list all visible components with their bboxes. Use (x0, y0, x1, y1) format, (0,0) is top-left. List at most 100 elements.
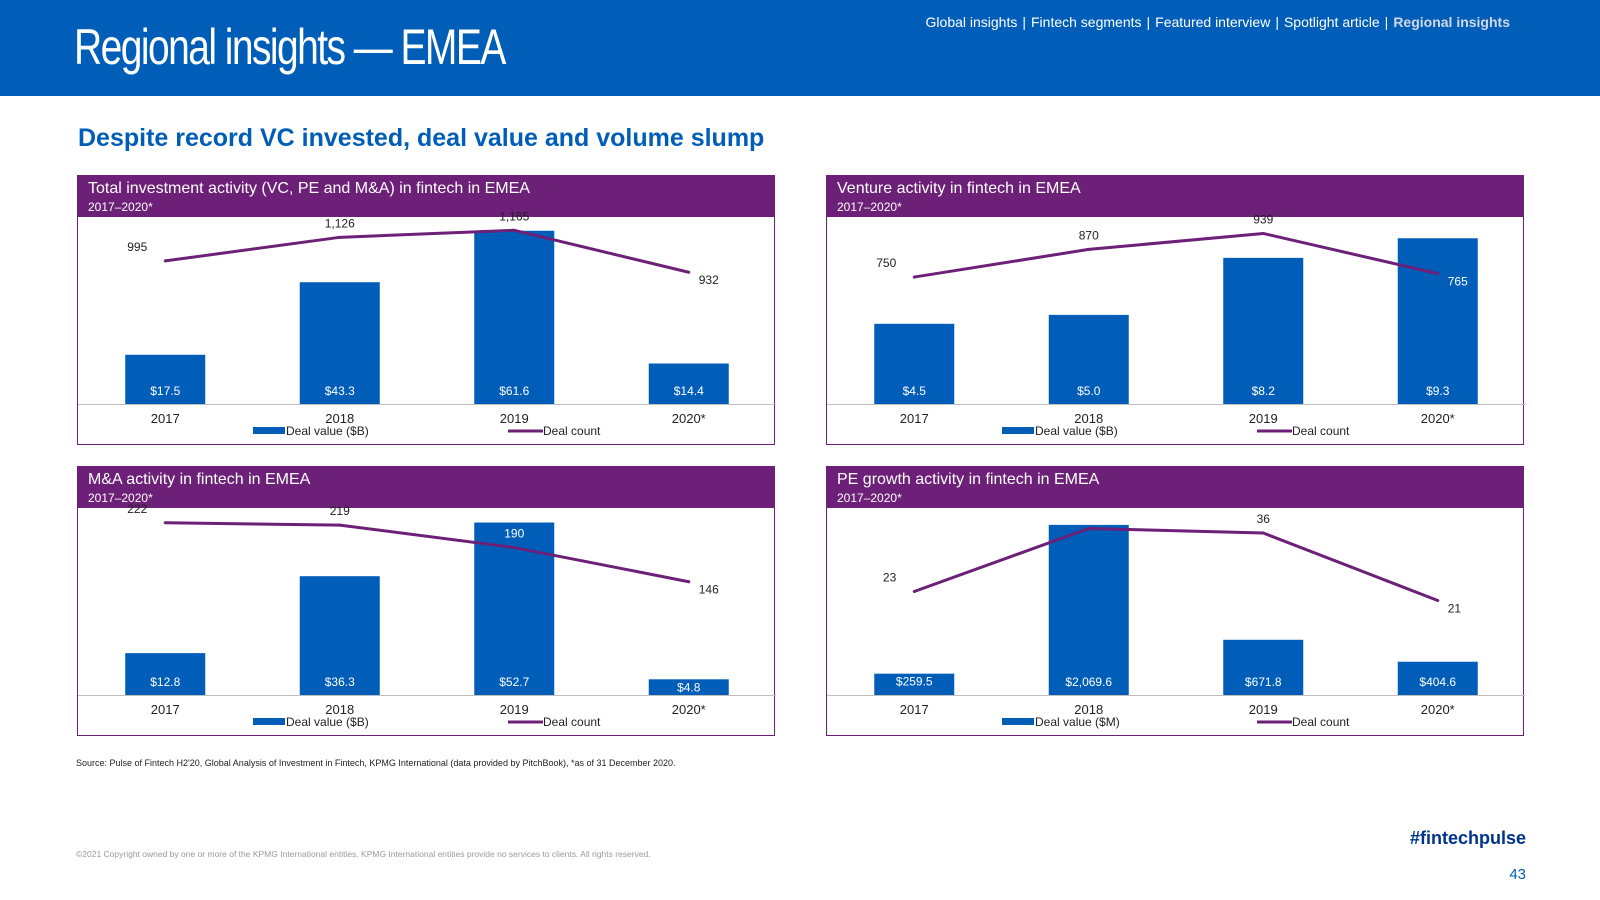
nav-link-global-insights[interactable]: Global insights (925, 14, 1018, 30)
deal-count-point (1436, 272, 1440, 276)
source-note: Source: Pulse of Fintech H2'20, Global A… (76, 758, 676, 768)
legend-label-deal-count: Deal count (543, 424, 601, 438)
bar-value-label: $4.8 (677, 680, 701, 694)
x-tick-label: 2019 (1249, 411, 1278, 426)
x-tick-label: 2017 (900, 411, 929, 426)
deal-count-label: 870 (1079, 228, 1099, 242)
chart-venture: $4.5 $5.0 $8.2 $9.3 750 870 939 765 2017 2018 2019… (827, 212, 1525, 438)
bar-2019 (1223, 257, 1304, 404)
chart-panel-total-investment: Total investment activity (VC, PE and M&… (77, 175, 776, 445)
deal-count-point (163, 259, 167, 263)
bar-value-label: $259.5 (896, 675, 933, 689)
bar-value-label: $2,069.6 (1065, 675, 1112, 689)
chart-panel-pe-growth: PE growth activity in fintech in EMEA 20… (826, 466, 1525, 736)
deal-count-point (1261, 231, 1265, 235)
deal-count-point (1087, 527, 1091, 530)
x-tick-label: 2019 (500, 411, 529, 426)
hashtag[interactable]: #fintechpulse (1409, 828, 1526, 848)
deal-count-label: 36 (1257, 512, 1271, 526)
deal-count-label: 21 (1448, 602, 1462, 616)
chart-date-range: 2017–2020* (837, 491, 902, 505)
deal-count-label: 932 (699, 273, 719, 287)
deal-count-point (687, 270, 691, 274)
deal-count-line (165, 228, 690, 274)
header-bar: Regional insights — EMEA Global insights… (0, 0, 1600, 96)
chart-header: PE growth activity in fintech in EMEA 20… (827, 467, 1523, 508)
bar-2017 (874, 323, 955, 404)
bar-2020* (648, 363, 729, 404)
x-tick-label: 2020* (672, 411, 706, 426)
x-tick-label: 2019 (500, 702, 529, 717)
chart-date-range: 2017–2020* (837, 200, 902, 214)
x-tick-label: 2018 (1074, 411, 1103, 426)
chart-total-investment: $17.5 $43.3 $61.6 $14.4 995 1,126 1,165 932 2017… (78, 209, 776, 438)
legend-bar-swatch (1002, 427, 1034, 434)
x-tick-label: 2017 (151, 702, 180, 717)
chart-header: Venture activity in fintech in EMEA 2017… (827, 176, 1523, 217)
chart-pe-growth: $259.5 $2,069.6 $671.8 $404.6 23 37 36 21 2017 20… (827, 508, 1525, 729)
bar-2017 (874, 673, 955, 695)
bar-value-label: $61.6 (499, 384, 529, 398)
nav-link-spotlight-article[interactable]: Spotlight article (1283, 14, 1380, 30)
deal-count-point (1436, 599, 1440, 602)
bar-2017 (125, 354, 206, 404)
deal-count-point (687, 580, 691, 584)
deal-count-label: 37 (1082, 508, 1096, 522)
deal-count-point (163, 521, 167, 525)
nav-separator: | (1022, 14, 1026, 30)
bar-value-label: $12.8 (150, 675, 180, 689)
bar-2017 (125, 653, 206, 695)
deal-count-line (913, 527, 1439, 602)
x-tick-label: 2018 (1074, 702, 1103, 717)
deal-count-point (1261, 531, 1265, 535)
deal-count-label: 23 (883, 571, 897, 585)
bar-2018 (299, 282, 380, 404)
deal-count-point (338, 523, 342, 527)
deal-count-label: 219 (330, 504, 350, 518)
bar-value-label: $9.3 (1426, 384, 1450, 398)
bar-2019 (474, 522, 555, 695)
deal-count-point (338, 235, 342, 239)
bar-value-label: $52.7 (499, 675, 529, 689)
chart-panel-ma: M&A activity in fintech in EMEA 2017–202… (77, 466, 776, 736)
chart-date-range: 2017–2020* (88, 491, 153, 505)
deal-count-label: 1,126 (325, 216, 355, 230)
bar-2020* (648, 679, 729, 695)
bar-2020* (1397, 238, 1478, 404)
bar-2020* (1397, 661, 1478, 695)
nav-link-fintech-segments[interactable]: Fintech segments (1031, 14, 1142, 30)
deal-count-point (512, 546, 516, 550)
chart-title: PE growth activity in fintech in EMEA (837, 471, 1100, 488)
legend-label-deal-value: Deal value ($B) (1035, 424, 1118, 438)
bar-value-label: $8.2 (1252, 384, 1276, 398)
bar-value-label: $14.4 (674, 384, 704, 398)
legend-label-deal-count: Deal count (1292, 715, 1350, 729)
legend-bar-swatch (1002, 718, 1034, 725)
legend-label-deal-value: Deal value ($B) (286, 424, 369, 438)
page-title: Regional insights — EMEA (74, 19, 506, 75)
page-subtitle: Despite record VC invested, deal value a… (78, 124, 765, 152)
deal-count-label: 146 (699, 583, 719, 597)
deal-count-label: 765 (1448, 275, 1468, 289)
deal-count-label: 1,165 (499, 209, 529, 223)
legend-bar-swatch (253, 718, 285, 725)
x-tick-label: 2019 (1249, 702, 1278, 717)
bar-2019 (474, 230, 555, 404)
legend-label-deal-count: Deal count (1292, 424, 1350, 438)
x-tick-label: 2018 (325, 411, 354, 426)
chart-title: Total investment activity (VC, PE and M&… (88, 180, 530, 197)
bar-value-label: $43.3 (325, 384, 355, 398)
bar-value-label: $404.6 (1419, 675, 1456, 689)
nav-link-regional-insights[interactable]: Regional insights (1393, 14, 1510, 30)
x-tick-label: 2020* (1421, 702, 1455, 717)
deal-count-point (512, 228, 516, 232)
x-tick-label: 2020* (1421, 411, 1455, 426)
deal-count-label: 190 (504, 527, 524, 541)
bar-2018 (1048, 314, 1129, 404)
bar-2019 (1223, 639, 1304, 695)
page-number: 43 (1509, 866, 1526, 883)
nav-link-featured-interview[interactable]: Featured interview (1155, 14, 1271, 30)
legend-bar-swatch (253, 427, 285, 434)
nav-separator: | (1146, 14, 1151, 30)
copyright-note: ©2021 Copyright owned by one or more of … (76, 849, 651, 859)
